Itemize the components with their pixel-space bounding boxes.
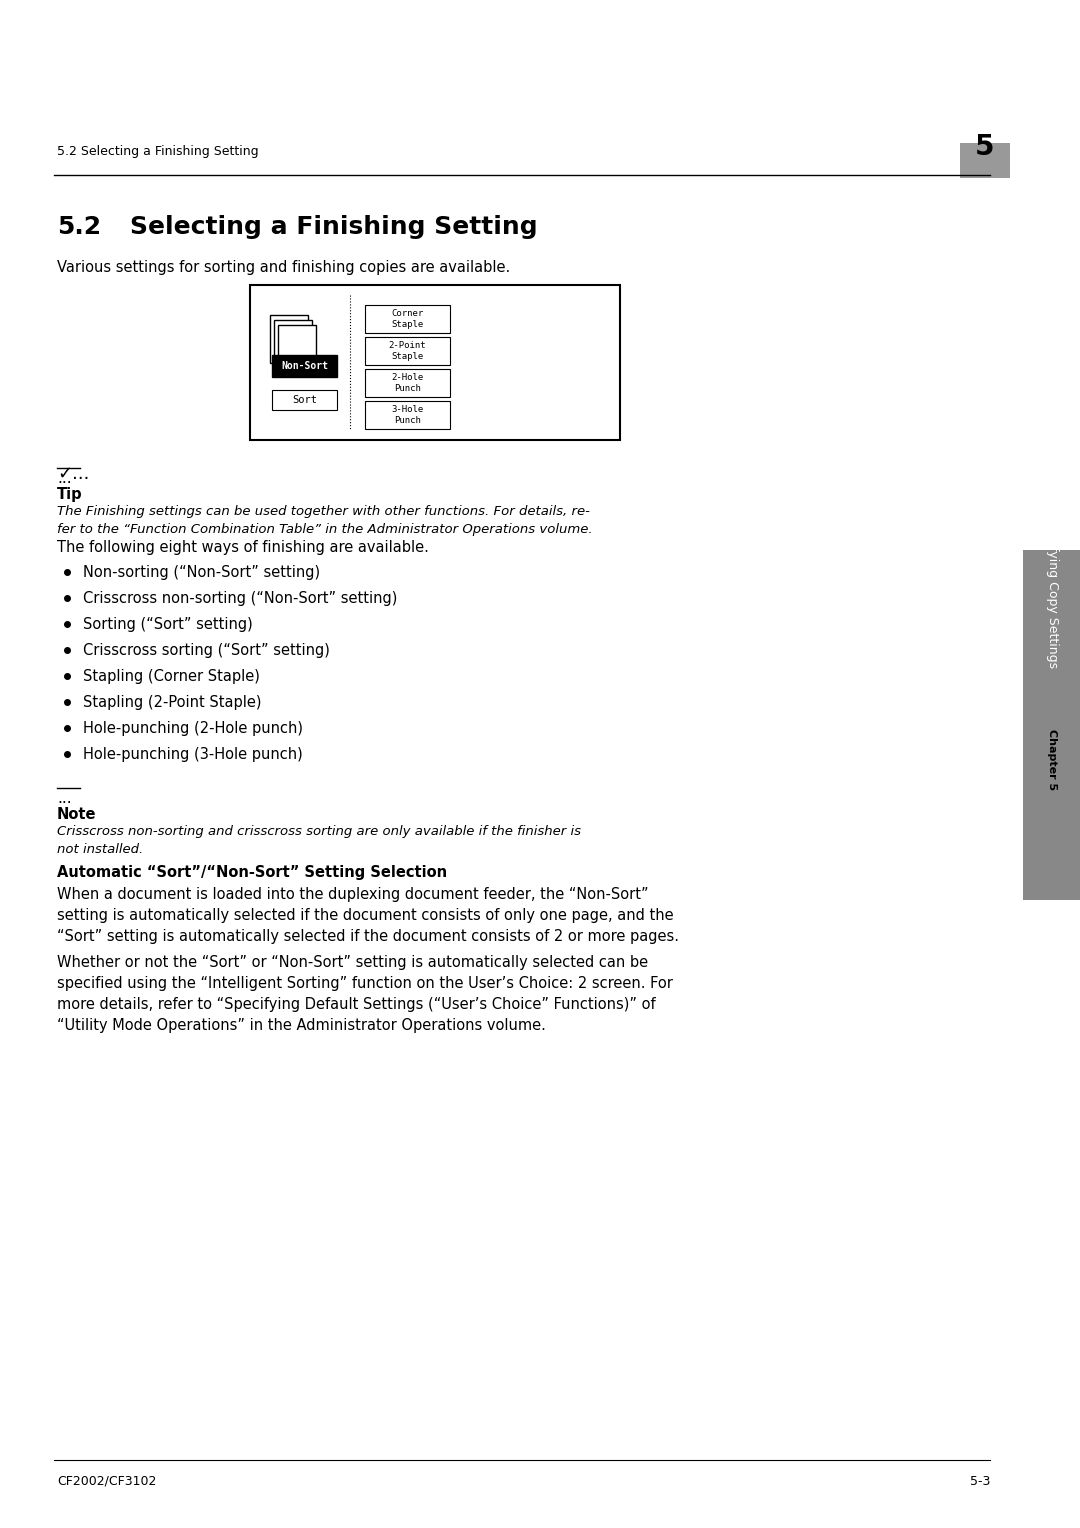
Text: Automatic “Sort”/“Non-Sort” Setting Selection: Automatic “Sort”/“Non-Sort” Setting Sele… bbox=[57, 865, 447, 880]
Text: 2-Point
Staple: 2-Point Staple bbox=[389, 341, 427, 361]
Text: 5-3: 5-3 bbox=[970, 1475, 990, 1488]
Text: ...: ... bbox=[57, 471, 71, 486]
Text: When a document is loaded into the duplexing document feeder, the “Non-Sort”
set: When a document is loaded into the duple… bbox=[57, 886, 679, 944]
Bar bbox=[1023, 550, 1080, 900]
Bar bbox=[272, 354, 337, 377]
FancyBboxPatch shape bbox=[960, 144, 1010, 177]
Text: The Finishing settings can be used together with other functions. For details, r: The Finishing settings can be used toget… bbox=[57, 504, 593, 536]
Bar bbox=[270, 315, 308, 364]
Text: Selecting a Finishing Setting: Selecting a Finishing Setting bbox=[130, 215, 538, 238]
Bar bbox=[278, 325, 316, 373]
Text: Tip: Tip bbox=[57, 487, 83, 503]
Text: 5.2: 5.2 bbox=[57, 215, 102, 238]
Text: Crisscross non-sorting and crisscross sorting are only available if the finisher: Crisscross non-sorting and crisscross so… bbox=[57, 825, 581, 856]
Text: Corner
Staple: Corner Staple bbox=[391, 309, 423, 329]
Bar bbox=[272, 390, 337, 410]
Text: Various settings for sorting and finishing copies are available.: Various settings for sorting and finishi… bbox=[57, 260, 510, 275]
Bar bbox=[355, 287, 440, 310]
Text: Sorting (“Sort” setting): Sorting (“Sort” setting) bbox=[83, 617, 253, 633]
Bar bbox=[274, 319, 312, 368]
Text: Sort: Sort bbox=[292, 396, 318, 405]
Text: Hole-punching (2-Hole punch): Hole-punching (2-Hole punch) bbox=[83, 721, 303, 736]
Text: 5: 5 bbox=[975, 133, 995, 160]
Bar bbox=[365, 338, 450, 365]
Text: Stapling (2-Point Staple): Stapling (2-Point Staple) bbox=[83, 695, 261, 711]
Text: The following eight ways of finishing are available.: The following eight ways of finishing ar… bbox=[57, 539, 429, 555]
Text: ✓...: ✓... bbox=[57, 465, 90, 483]
Text: Note: Note bbox=[57, 807, 96, 822]
Text: Non-Sort: Non-Sort bbox=[373, 293, 422, 304]
Text: Non-sorting (“Non-Sort” setting): Non-sorting (“Non-Sort” setting) bbox=[83, 565, 320, 581]
Bar bbox=[365, 368, 450, 397]
Text: Chapter 5: Chapter 5 bbox=[1047, 729, 1057, 790]
Text: ...: ... bbox=[57, 792, 71, 805]
Text: 5.2 Selecting a Finishing Setting: 5.2 Selecting a Finishing Setting bbox=[57, 145, 258, 157]
Text: Non-Sort: Non-Sort bbox=[281, 361, 328, 371]
FancyBboxPatch shape bbox=[249, 286, 620, 440]
Text: 2-Hole
Punch: 2-Hole Punch bbox=[391, 373, 423, 393]
Text: CF2002/CF3102: CF2002/CF3102 bbox=[57, 1475, 157, 1488]
Text: Specifying Copy Settings: Specifying Copy Settings bbox=[1045, 512, 1058, 668]
Bar bbox=[365, 306, 450, 333]
Text: Whether or not the “Sort” or “Non-Sort” setting is automatically selected can be: Whether or not the “Sort” or “Non-Sort” … bbox=[57, 955, 673, 1033]
Text: Stapling (Corner Staple): Stapling (Corner Staple) bbox=[83, 669, 260, 685]
Text: Crisscross sorting (“Sort” setting): Crisscross sorting (“Sort” setting) bbox=[83, 643, 329, 659]
Text: Hole-punching (3-Hole punch): Hole-punching (3-Hole punch) bbox=[83, 747, 302, 762]
Text: 3-Hole
Punch: 3-Hole Punch bbox=[391, 405, 423, 425]
Text: Crisscross non-sorting (“Non-Sort” setting): Crisscross non-sorting (“Non-Sort” setti… bbox=[83, 591, 397, 607]
Bar bbox=[365, 400, 450, 429]
